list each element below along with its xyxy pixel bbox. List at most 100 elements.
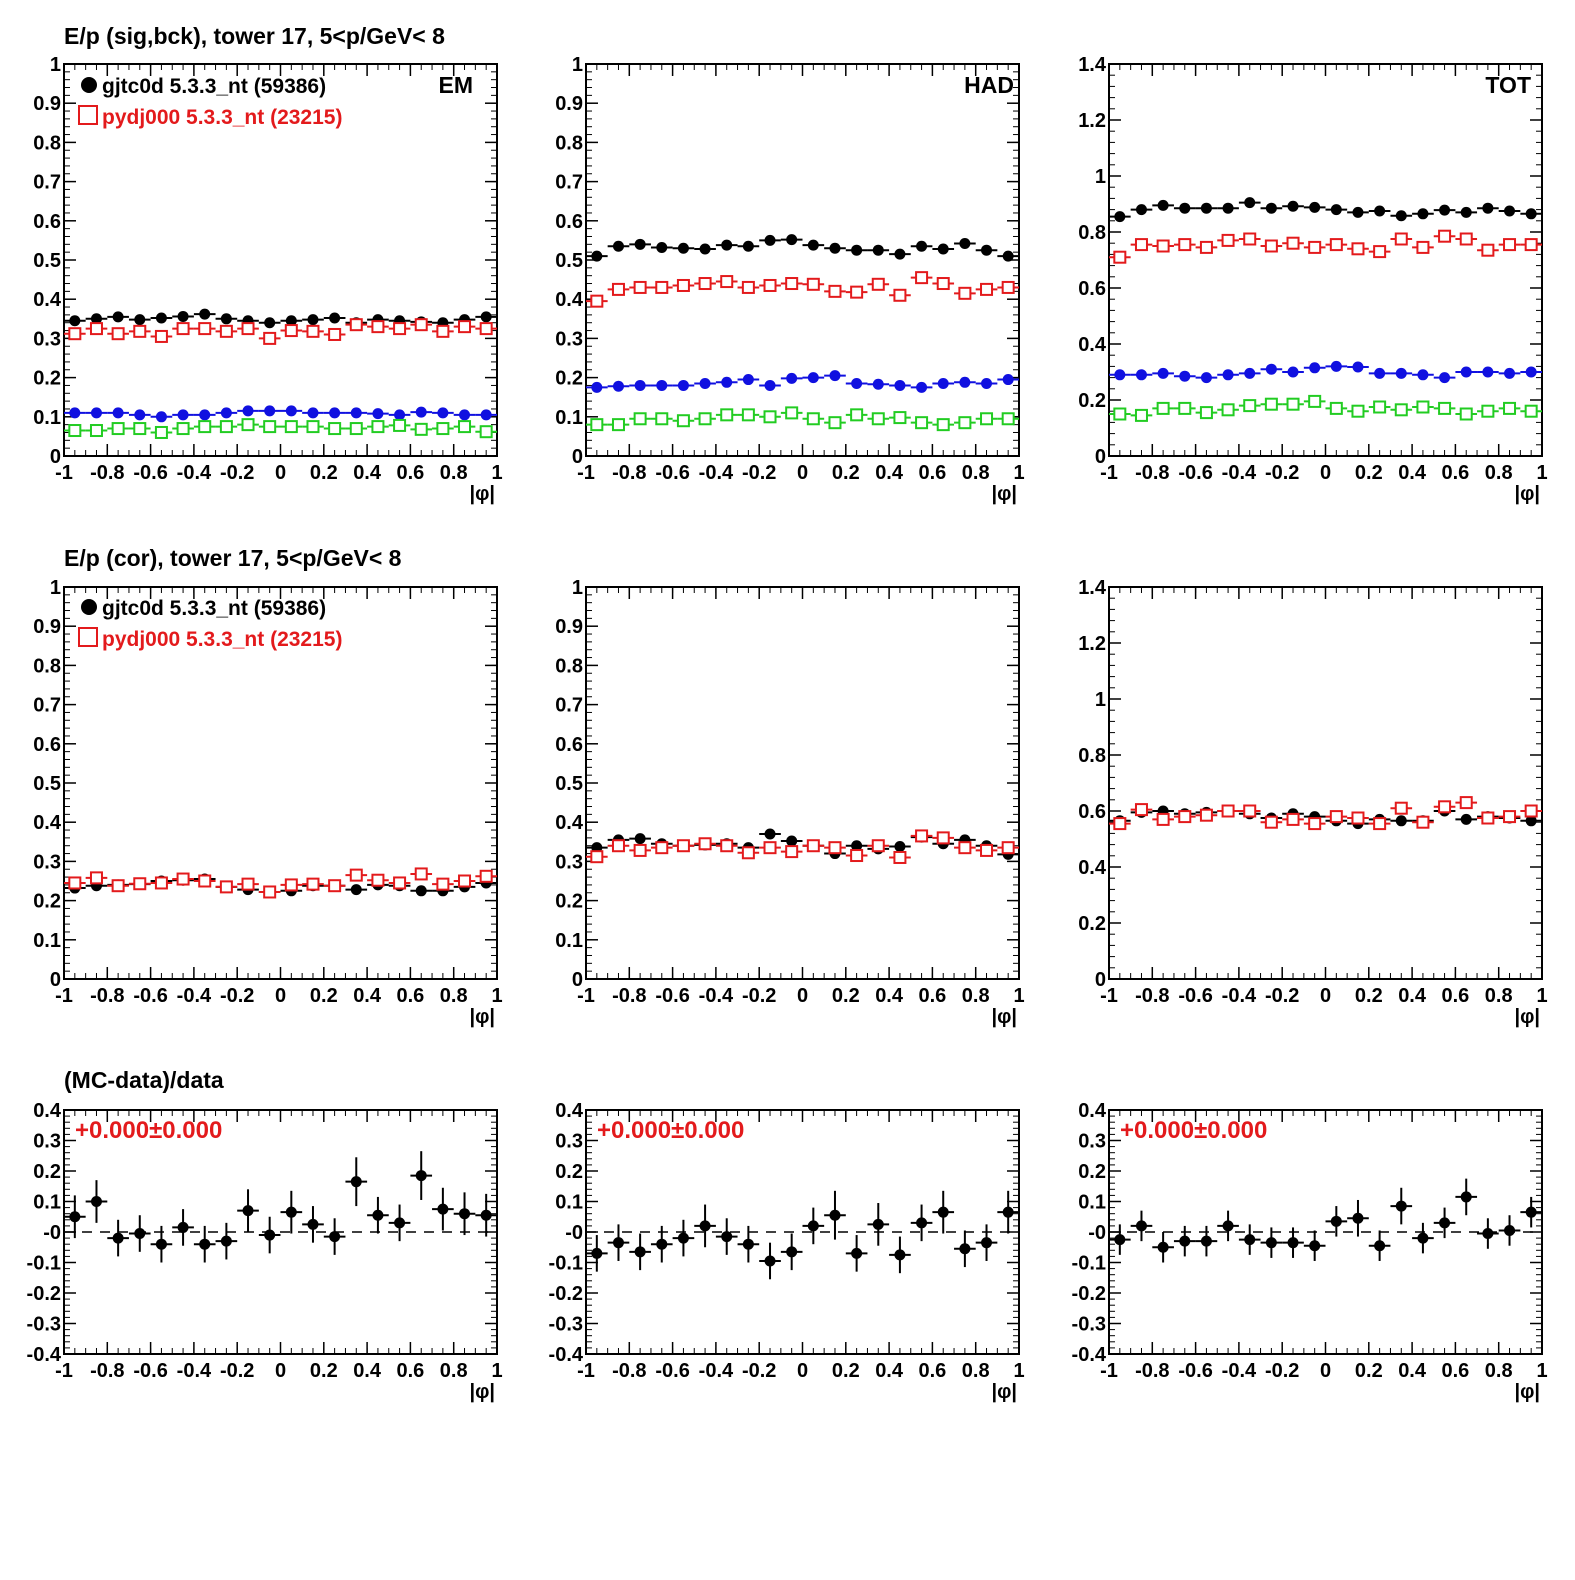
data-point xyxy=(1134,408,1148,422)
data-point xyxy=(199,308,211,320)
y-tick-label: -0.2 xyxy=(549,1283,583,1305)
data-point xyxy=(828,284,842,298)
y-tick-label: 0.7 xyxy=(555,695,583,717)
ratio-annotation-em: +0.000±0.000 xyxy=(75,1117,222,1144)
x-tick-label: -0.8 xyxy=(612,1360,646,1382)
y-tick-label: 0.5 xyxy=(555,773,583,795)
y-tick-label: 1.4 xyxy=(1078,54,1107,76)
data-point xyxy=(634,833,646,845)
data-point xyxy=(350,1176,362,1188)
data-point xyxy=(459,1208,471,1220)
data-point xyxy=(851,1247,863,1259)
series-1 xyxy=(1109,796,1542,831)
data-point xyxy=(1308,394,1322,408)
data-point xyxy=(415,406,427,418)
y-tick-label: 0 xyxy=(572,969,583,991)
row2-title: E/p (cor), tower 17, 5<p/GeV< 8 xyxy=(64,545,402,571)
data-point xyxy=(307,407,319,419)
data-point xyxy=(1416,240,1430,254)
data-point xyxy=(1286,397,1300,411)
data-point xyxy=(89,424,103,438)
data-point xyxy=(958,841,972,855)
data-point xyxy=(1394,801,1408,815)
data-point xyxy=(154,329,168,343)
data-point xyxy=(133,324,147,338)
x-tick-label: 0.4 xyxy=(1398,985,1427,1007)
x-tick-label: 0.2 xyxy=(1355,985,1383,1007)
data-point xyxy=(177,1221,189,1233)
data-point xyxy=(394,409,406,421)
data-point xyxy=(633,280,647,294)
y-tick-label: 0.5 xyxy=(33,250,61,272)
data-point xyxy=(677,1232,689,1244)
x-tick-label: 0.2 xyxy=(310,1360,338,1382)
data-point xyxy=(1460,366,1472,378)
data-point xyxy=(285,1206,297,1218)
y-tick-label: 0.1 xyxy=(555,930,583,952)
y-tick-label: 0.6 xyxy=(33,211,61,233)
data-point xyxy=(393,876,407,890)
y-tick-label: 0.3 xyxy=(555,1131,583,1153)
data-point xyxy=(1438,229,1452,243)
y-tick-label: 0.1 xyxy=(33,930,61,952)
y-tick-label: 0.1 xyxy=(33,407,61,429)
data-point xyxy=(350,884,362,896)
data-point xyxy=(1460,1191,1472,1203)
data-point xyxy=(1482,366,1494,378)
x-tick-label: 0 xyxy=(275,985,286,1007)
data-point xyxy=(698,277,712,291)
data-point xyxy=(764,379,776,391)
data-point xyxy=(1330,204,1342,216)
x-tick-label: -0.2 xyxy=(1265,1360,1299,1382)
x-tick-label: 1 xyxy=(1013,985,1024,1007)
data-point xyxy=(155,312,167,324)
data-point xyxy=(1001,280,1015,294)
data-point xyxy=(1222,1220,1234,1232)
data-point xyxy=(89,871,103,885)
x-tick-label: -0.6 xyxy=(1178,462,1212,484)
y-tick-label: 0.4 xyxy=(555,812,584,834)
data-point xyxy=(1373,245,1387,259)
data-point xyxy=(633,412,647,426)
data-point xyxy=(611,418,625,432)
data-point xyxy=(1179,1235,1191,1247)
data-point xyxy=(851,377,863,389)
data-point xyxy=(872,1218,884,1230)
y-tick-label: 0.4 xyxy=(555,289,584,311)
x-tick-label: -0.2 xyxy=(220,985,254,1007)
panel-p12: -1 -0.8 -0.6 -0.4 -0.2 0 0.2 0.4 0.6 0.8 1 0 0.1 0.2 0… xyxy=(555,54,1024,505)
x-tick-label: 0.4 xyxy=(1398,462,1427,484)
data-point xyxy=(415,885,427,897)
x-tick-label: 0.2 xyxy=(1355,462,1383,484)
data-point xyxy=(199,409,211,421)
data-point xyxy=(1264,239,1278,253)
data-point xyxy=(1482,202,1494,214)
y-tick-label: 1 xyxy=(1095,689,1106,711)
y-tick-label: 0 xyxy=(50,446,61,468)
x-tick-label: -0.6 xyxy=(655,985,689,1007)
x-tick-label: -0.2 xyxy=(1265,462,1299,484)
data-point xyxy=(872,378,884,390)
x-tick-label: 0.2 xyxy=(310,985,338,1007)
y-tick-label: 0.2 xyxy=(555,1161,583,1183)
x-tick-label: 0.6 xyxy=(1441,1360,1469,1382)
data-point xyxy=(806,839,820,853)
x-tick-label: -1 xyxy=(1100,985,1118,1007)
data-point xyxy=(1481,811,1495,825)
x-tick-label: 0.4 xyxy=(875,985,904,1007)
x-tick-label: -0.6 xyxy=(1178,1360,1212,1382)
x-tick-label: -1 xyxy=(577,462,595,484)
data-point xyxy=(1287,366,1299,378)
data-point xyxy=(1002,374,1014,386)
x-tick-label: 0.2 xyxy=(832,462,860,484)
data-point xyxy=(1504,367,1516,379)
data-point xyxy=(851,840,863,852)
data-point xyxy=(612,1237,624,1249)
data-point xyxy=(1309,201,1321,213)
y-tick-label: 0.2 xyxy=(1078,913,1106,935)
data-point xyxy=(393,418,407,432)
x-tick-label: -0.4 xyxy=(699,1360,734,1382)
data-point xyxy=(1525,1206,1537,1218)
data-point xyxy=(871,412,885,426)
data-point xyxy=(241,418,255,432)
